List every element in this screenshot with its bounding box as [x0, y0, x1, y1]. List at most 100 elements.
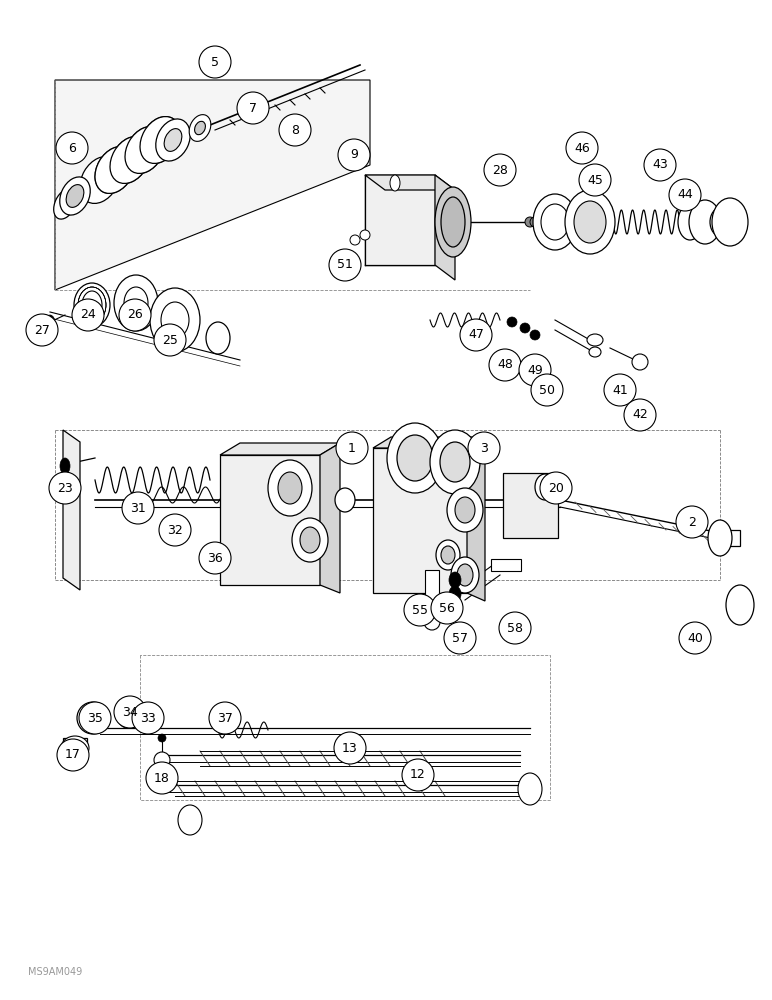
- Bar: [503, 473, 557, 538]
- Circle shape: [338, 139, 370, 171]
- Ellipse shape: [335, 488, 355, 512]
- Ellipse shape: [140, 117, 180, 163]
- Ellipse shape: [124, 287, 148, 319]
- Ellipse shape: [678, 204, 702, 240]
- Circle shape: [56, 132, 88, 164]
- Ellipse shape: [164, 129, 182, 151]
- Circle shape: [431, 592, 463, 624]
- Text: 23: 23: [57, 482, 73, 494]
- Circle shape: [520, 323, 530, 333]
- Text: 31: 31: [130, 502, 146, 514]
- Text: 45: 45: [587, 174, 603, 186]
- Ellipse shape: [66, 185, 84, 207]
- Ellipse shape: [447, 488, 483, 532]
- Circle shape: [484, 154, 516, 186]
- Ellipse shape: [710, 208, 730, 236]
- Text: 2: 2: [688, 516, 696, 528]
- Polygon shape: [373, 437, 485, 448]
- Ellipse shape: [156, 119, 190, 161]
- Ellipse shape: [206, 322, 230, 354]
- Text: 8: 8: [291, 123, 299, 136]
- Ellipse shape: [451, 557, 479, 593]
- Polygon shape: [365, 175, 455, 190]
- Circle shape: [72, 299, 104, 331]
- Circle shape: [604, 374, 636, 406]
- Circle shape: [531, 374, 563, 406]
- Ellipse shape: [125, 127, 165, 173]
- Text: 35: 35: [87, 712, 103, 724]
- Ellipse shape: [726, 585, 754, 625]
- Text: 56: 56: [439, 601, 455, 614]
- Ellipse shape: [457, 564, 473, 586]
- Text: 13: 13: [342, 742, 358, 754]
- Circle shape: [79, 702, 111, 734]
- Text: 37: 37: [217, 712, 233, 724]
- Ellipse shape: [535, 217, 545, 227]
- Circle shape: [159, 514, 191, 546]
- Text: 43: 43: [652, 158, 668, 172]
- Text: 27: 27: [34, 324, 50, 336]
- Text: 20: 20: [548, 482, 564, 494]
- Circle shape: [199, 542, 231, 574]
- Circle shape: [530, 330, 540, 340]
- Ellipse shape: [587, 334, 603, 346]
- Ellipse shape: [525, 217, 535, 227]
- Text: 5: 5: [211, 55, 219, 68]
- Circle shape: [540, 472, 572, 504]
- Ellipse shape: [54, 189, 76, 219]
- Bar: [491, 559, 521, 571]
- Ellipse shape: [441, 197, 465, 247]
- Circle shape: [444, 622, 476, 654]
- Circle shape: [404, 594, 436, 626]
- Ellipse shape: [589, 347, 601, 357]
- Circle shape: [279, 114, 311, 146]
- Ellipse shape: [632, 354, 648, 370]
- Ellipse shape: [541, 204, 569, 240]
- Text: 17: 17: [65, 748, 81, 762]
- Ellipse shape: [449, 586, 461, 602]
- Ellipse shape: [268, 460, 312, 516]
- Circle shape: [579, 164, 611, 196]
- Ellipse shape: [140, 117, 180, 163]
- Text: 9: 9: [350, 148, 358, 161]
- Ellipse shape: [114, 275, 158, 331]
- Ellipse shape: [77, 702, 109, 734]
- Ellipse shape: [61, 736, 89, 760]
- Text: 58: 58: [507, 621, 523, 635]
- Ellipse shape: [74, 283, 110, 327]
- Circle shape: [119, 299, 151, 331]
- Circle shape: [26, 314, 58, 346]
- Text: 40: 40: [687, 632, 703, 645]
- Ellipse shape: [440, 442, 470, 482]
- Text: 18: 18: [154, 772, 170, 784]
- Ellipse shape: [708, 520, 732, 556]
- Text: 51: 51: [337, 258, 353, 271]
- Ellipse shape: [390, 175, 400, 191]
- Circle shape: [336, 432, 368, 464]
- Ellipse shape: [565, 190, 615, 254]
- Ellipse shape: [45, 315, 55, 331]
- Circle shape: [644, 149, 676, 181]
- Ellipse shape: [292, 518, 328, 562]
- Circle shape: [676, 506, 708, 538]
- Circle shape: [49, 472, 81, 504]
- Circle shape: [209, 702, 241, 734]
- Ellipse shape: [189, 115, 211, 141]
- Ellipse shape: [530, 217, 540, 227]
- Polygon shape: [467, 437, 485, 601]
- Circle shape: [199, 46, 231, 78]
- Ellipse shape: [110, 137, 150, 183]
- Polygon shape: [55, 80, 370, 290]
- Text: 55: 55: [412, 603, 428, 616]
- Circle shape: [122, 492, 154, 524]
- Polygon shape: [320, 443, 340, 593]
- Text: 1: 1: [348, 442, 356, 454]
- Text: 3: 3: [480, 442, 488, 454]
- Circle shape: [237, 92, 269, 124]
- Ellipse shape: [95, 147, 135, 193]
- Ellipse shape: [60, 458, 70, 474]
- Ellipse shape: [455, 497, 475, 523]
- Circle shape: [114, 696, 146, 728]
- Ellipse shape: [178, 805, 202, 835]
- Ellipse shape: [397, 435, 433, 481]
